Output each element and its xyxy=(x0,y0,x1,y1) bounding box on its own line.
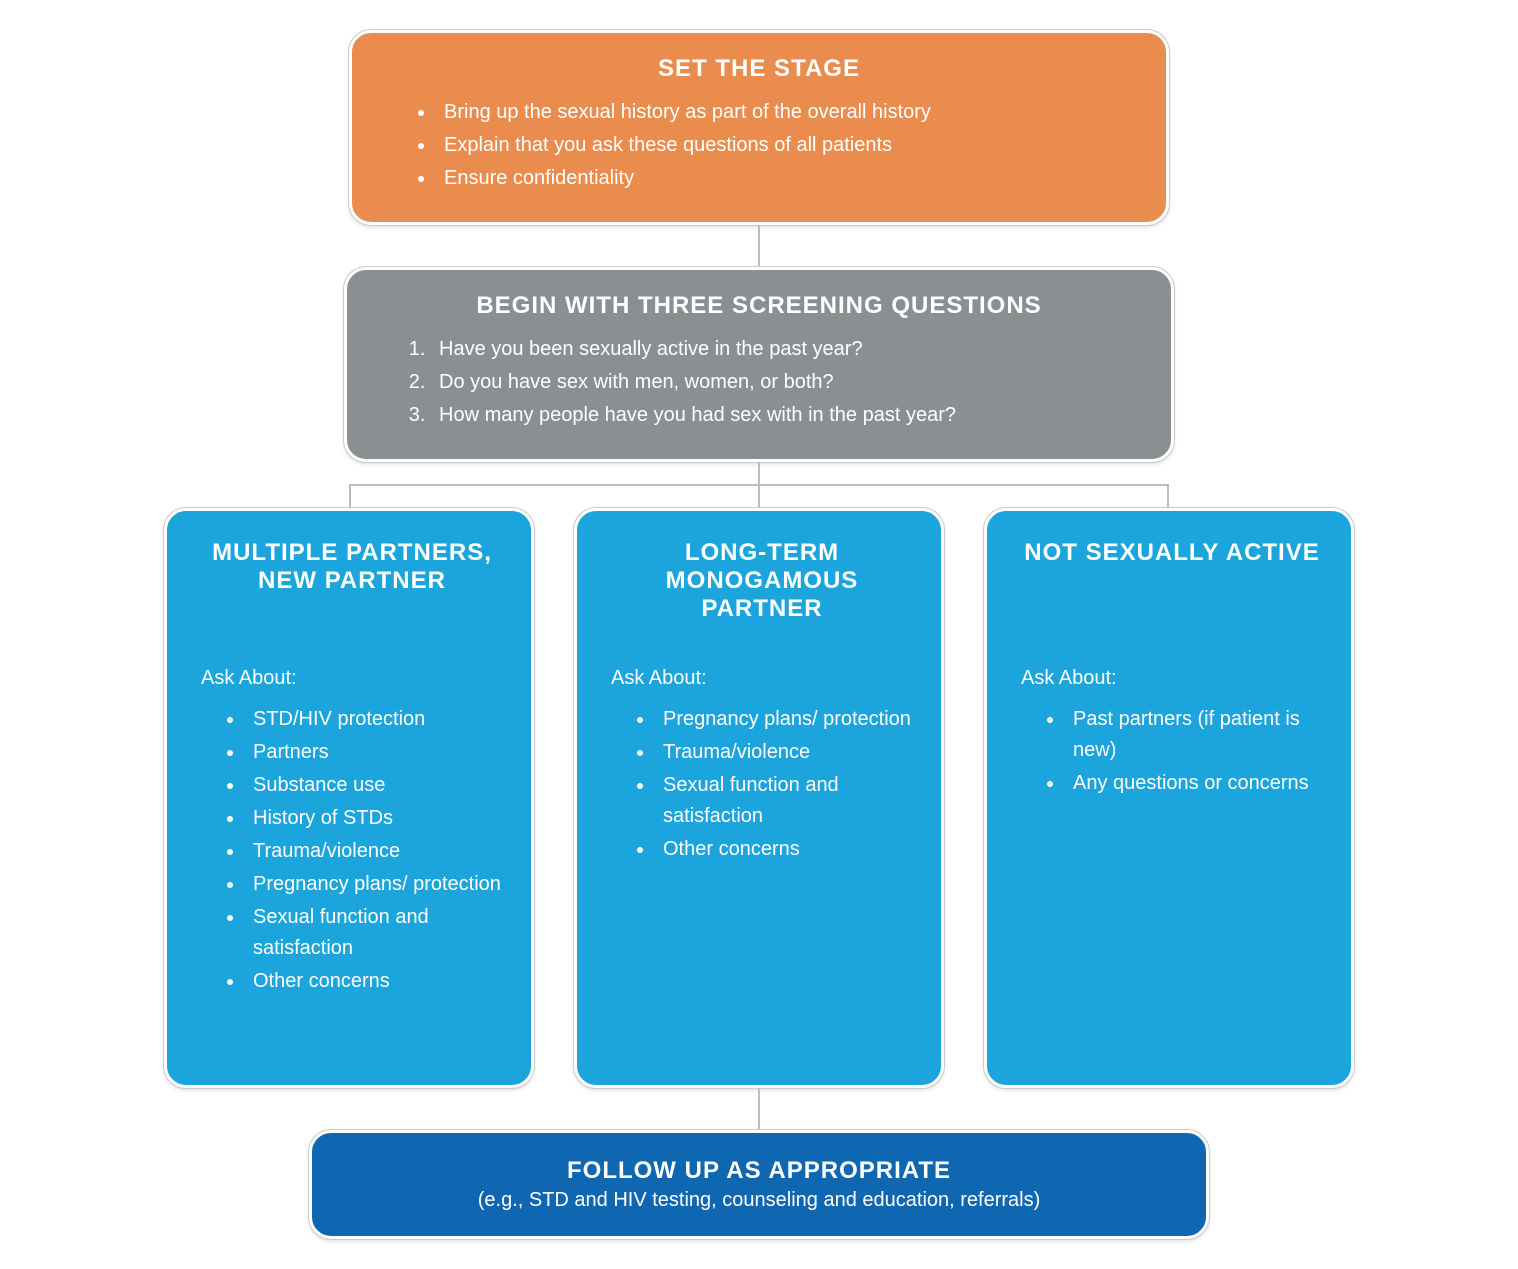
ask-about-label: Ask About: xyxy=(201,667,503,690)
connector xyxy=(349,484,351,508)
list-item: Partners xyxy=(245,737,503,768)
connector xyxy=(1167,484,1169,508)
branch-connector xyxy=(164,462,1354,508)
node-title: BEGIN WITH THREE SCREENING QUESTIONS xyxy=(387,292,1131,320)
ask-about-label: Ask About: xyxy=(611,667,913,690)
bullet-list: Pregnancy plans/ protectionTrauma/violen… xyxy=(611,704,913,865)
bullet-list: Past partners (if patient is new)Any que… xyxy=(1021,704,1323,799)
bullet-list: Bring up the sexual history as part of t… xyxy=(392,97,1126,194)
node-multiple-partners: MULTIPLE PARTNERS, NEW PARTNER Ask About… xyxy=(164,508,534,1088)
node-title: SET THE STAGE xyxy=(392,55,1126,83)
bullet-list: STD/HIV protectionPartnersSubstance useH… xyxy=(201,704,503,997)
connector xyxy=(758,484,760,508)
ask-about-label: Ask About: xyxy=(1021,667,1323,690)
list-item: Have you been sexually active in the pas… xyxy=(431,334,1131,365)
node-title: NOT SEXUALLY ACTIVE xyxy=(1021,539,1323,649)
list-item: Pregnancy plans/ protection xyxy=(245,869,503,900)
list-item: STD/HIV protection xyxy=(245,704,503,735)
list-item: Trauma/violence xyxy=(245,836,503,867)
node-set-the-stage: SET THE STAGE Bring up the sexual histor… xyxy=(349,30,1169,225)
connector xyxy=(758,462,760,484)
node-title: LONG-TERM MONOGAMOUS PARTNER xyxy=(611,539,913,649)
node-screening-questions: BEGIN WITH THREE SCREENING QUESTIONS Hav… xyxy=(344,267,1174,462)
list-item: History of STDs xyxy=(245,803,503,834)
list-item: Bring up the sexual history as part of t… xyxy=(436,97,1126,128)
node-title: FOLLOW UP AS APPROPRIATE xyxy=(352,1157,1166,1185)
connector xyxy=(758,1088,760,1130)
list-item: Any questions or concerns xyxy=(1065,768,1323,799)
list-item: How many people have you had sex with in… xyxy=(431,400,1131,431)
list-item: Trauma/violence xyxy=(655,737,913,768)
list-item: Ensure confidentiality xyxy=(436,163,1126,194)
node-subtitle: (e.g., STD and HIV testing, counseling a… xyxy=(352,1189,1166,1212)
flowchart-container: SET THE STAGE Bring up the sexual histor… xyxy=(30,30,1488,1239)
node-follow-up: FOLLOW UP AS APPROPRIATE (e.g., STD and … xyxy=(309,1130,1209,1239)
list-item: Other concerns xyxy=(655,834,913,865)
list-item: Substance use xyxy=(245,770,503,801)
connector xyxy=(758,225,760,267)
list-item: Pregnancy plans/ protection xyxy=(655,704,913,735)
list-item: Do you have sex with men, women, or both… xyxy=(431,367,1131,398)
node-monogamous-partner: LONG-TERM MONOGAMOUS PARTNER Ask About: … xyxy=(574,508,944,1088)
list-item: Explain that you ask these questions of … xyxy=(436,130,1126,161)
node-title: MULTIPLE PARTNERS, NEW PARTNER xyxy=(201,539,503,649)
numbered-list: Have you been sexually active in the pas… xyxy=(387,334,1131,431)
list-item: Sexual function and satisfaction xyxy=(245,902,503,964)
branch-row: MULTIPLE PARTNERS, NEW PARTNER Ask About… xyxy=(30,508,1488,1088)
list-item: Past partners (if patient is new) xyxy=(1065,704,1323,766)
node-not-sexually-active: NOT SEXUALLY ACTIVE Ask About: Past part… xyxy=(984,508,1354,1088)
list-item: Other concerns xyxy=(245,966,503,997)
list-item: Sexual function and satisfaction xyxy=(655,770,913,832)
